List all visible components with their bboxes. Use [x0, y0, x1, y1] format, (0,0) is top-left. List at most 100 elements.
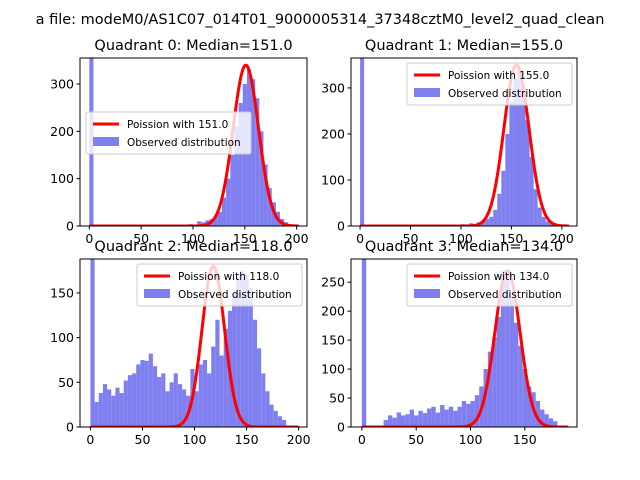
- legend-label-observed: Observed distribution: [448, 289, 562, 301]
- legend-label-poisson: Poission with 118.0: [178, 271, 279, 283]
- legend-box: [85, 111, 252, 155]
- histogram-bar: [537, 207, 542, 226]
- subplots-container: Quadrant 0: Median=151.0 0 50 100 150 200 0 100…: [50, 38, 578, 447]
- histogram-bar: [540, 409, 545, 427]
- histogram-bar: [251, 79, 256, 226]
- histogram-bar: [136, 364, 141, 427]
- histogram-bar: [261, 373, 266, 427]
- y-tick-label: 150: [50, 285, 74, 300]
- histogram-bar: [487, 351, 493, 427]
- y-tick-label: 250: [321, 275, 345, 290]
- x-tick-label: 100: [449, 231, 473, 246]
- legend-label-poisson: Poission with 134.0: [448, 271, 549, 283]
- subplot-1: Quadrant 1: Median=155.0 0 50 100 150 200 0 100…: [321, 38, 578, 246]
- histogram-bar: [265, 391, 270, 427]
- histogram-bar: [197, 221, 202, 226]
- histogram-bar: [360, 58, 365, 226]
- histogram-bar: [485, 219, 490, 226]
- histogram-bar: [152, 366, 158, 427]
- histogram-bar: [94, 401, 99, 427]
- subplot-0: Quadrant 0: Median=151.0 0 50 100 150 200 0 100…: [50, 38, 308, 246]
- histogram-bar: [98, 393, 103, 427]
- histogram-bar: [427, 408, 432, 427]
- histogram-bar: [517, 69, 522, 226]
- histogram-bar: [222, 197, 227, 226]
- plot-area: [361, 259, 569, 427]
- histogram-bar: [140, 359, 145, 427]
- histogram-bar: [457, 406, 462, 427]
- x-tick-label: 50: [408, 432, 424, 447]
- x-tick-label: 50: [403, 231, 419, 246]
- histogram-bar: [240, 270, 245, 427]
- x-tick-label: 100: [183, 432, 207, 447]
- legend: Poission with 134.0 Observed distribution: [406, 263, 573, 307]
- legend-label-poisson: Poission with 155.0: [448, 70, 549, 82]
- legend: Poission with 155.0 Observed distribution: [406, 62, 573, 106]
- histogram-bar: [525, 120, 530, 226]
- histogram-bar: [501, 170, 506, 226]
- histogram-bar: [115, 387, 120, 427]
- histogram-bar: [277, 416, 283, 427]
- histogram-bar: [238, 102, 243, 226]
- histogram-bar: [493, 209, 498, 226]
- histogram-bar: [165, 391, 170, 427]
- y-tick-label: 300: [321, 80, 345, 95]
- histogram-bar: [232, 292, 237, 427]
- legend-box: [136, 263, 303, 307]
- y-tick-label: 0: [66, 219, 74, 234]
- histogram-bar: [544, 414, 549, 427]
- histogram-bar: [431, 406, 436, 427]
- histogram-bar: [548, 418, 554, 427]
- legend-box: [406, 62, 573, 106]
- histogram-bar: [234, 126, 239, 226]
- histogram-bar: [217, 211, 223, 226]
- legend-label-observed: Observed distribution: [448, 88, 562, 100]
- x-tick-label: 150: [235, 432, 259, 447]
- x-tick-label: 0: [356, 231, 364, 246]
- histogram-bar: [470, 400, 475, 427]
- histogram-bar: [481, 221, 486, 226]
- histogram-bar: [198, 364, 203, 427]
- poisson-curve: [361, 269, 569, 427]
- histogram-bar: [383, 420, 388, 427]
- histogram-bar: [392, 417, 397, 427]
- histogram-bar: [466, 403, 471, 427]
- x-tick-label: 0: [358, 432, 366, 447]
- histogram-bar: [522, 369, 528, 427]
- x-tick-label: 150: [233, 231, 257, 246]
- histogram-bar: [282, 419, 287, 427]
- histogram-bar: [242, 84, 247, 226]
- histogram-bar: [213, 215, 218, 226]
- x-tick-label: 100: [181, 231, 205, 246]
- histogram-bar: [545, 221, 550, 226]
- x-tick-label: 150: [499, 231, 523, 246]
- histogram-bar: [422, 413, 428, 427]
- subplot-title: Quadrant 1: Median=155.0: [365, 38, 563, 54]
- x-tick-label: 0: [85, 231, 93, 246]
- histogram-bar: [444, 409, 449, 427]
- histogram-bar: [244, 275, 249, 427]
- x-tick-label: 150: [513, 432, 537, 447]
- histogram-bar: [448, 406, 454, 427]
- y-tick-label: 200: [50, 124, 74, 139]
- histogram-bar: [513, 322, 519, 427]
- subplot-2: Quadrant 2: Median=118.0 0 50 100 150 200 0 50 1…: [50, 239, 311, 447]
- axes-frame: [350, 258, 578, 428]
- subplot-title: Quadrant 2: Median=118.0: [94, 239, 292, 255]
- histogram-bar: [453, 410, 458, 427]
- x-tick-label: 0: [86, 432, 94, 447]
- histogram-bar: [226, 178, 231, 226]
- histogram-bar: [111, 395, 116, 427]
- legend: Poission with 118.0 Observed distribution: [136, 263, 303, 307]
- y-tick-label: 50: [329, 391, 345, 406]
- histogram-bar: [267, 188, 272, 226]
- histogram-bar: [461, 400, 467, 427]
- histogram-bar: [173, 373, 178, 427]
- histogram-bar: [248, 288, 253, 427]
- histogram-bar: [529, 156, 534, 226]
- histogram-bar: [219, 355, 224, 427]
- legend-box: [406, 263, 573, 307]
- histogram-bar: [102, 384, 108, 427]
- histogram-bar: [492, 337, 497, 427]
